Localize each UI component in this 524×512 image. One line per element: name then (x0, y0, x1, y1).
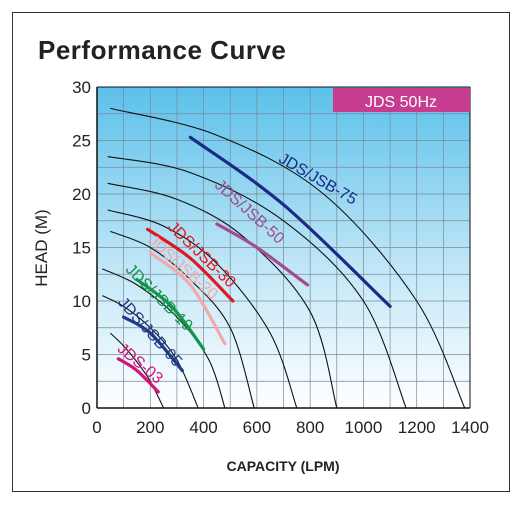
series-line (116, 357, 160, 394)
model-badge-text: JDS 50Hz (365, 94, 437, 111)
y-tick-label: 10 (72, 292, 91, 311)
x-tick-label: 200 (136, 418, 164, 437)
x-tick-label: 1000 (345, 418, 383, 437)
x-tick-label: 800 (296, 418, 324, 437)
series-line (135, 278, 206, 351)
x-axis-title: CAPACITY (LPM) (226, 458, 339, 474)
series-line (122, 315, 184, 373)
chart-title: Performance Curve (38, 35, 287, 65)
y-tick-label: 25 (72, 132, 91, 151)
x-tick-label: 1200 (398, 418, 436, 437)
curve-line (107, 156, 407, 409)
series-line (146, 227, 235, 303)
y-tick-label: 0 (82, 399, 91, 418)
curve-line (102, 268, 226, 409)
y-tick-label: 30 (72, 78, 91, 97)
x-tick-label: 1400 (451, 418, 489, 437)
curve-line (110, 107, 466, 409)
y-tick-label: 5 (82, 346, 91, 365)
curve-line (107, 209, 298, 409)
series-line (188, 135, 392, 308)
x-tick-label: 400 (189, 418, 217, 437)
x-tick-label: 0 (92, 418, 101, 437)
y-tick-label: 20 (72, 185, 91, 204)
series-line (215, 222, 310, 287)
curve-line (102, 295, 199, 409)
y-tick-label: 15 (72, 239, 91, 258)
series-line (148, 251, 227, 346)
curve-line (110, 230, 255, 409)
y-axis-title: HEAD (M) (32, 209, 51, 286)
model-badge (333, 88, 470, 112)
x-tick-label: 600 (243, 418, 271, 437)
